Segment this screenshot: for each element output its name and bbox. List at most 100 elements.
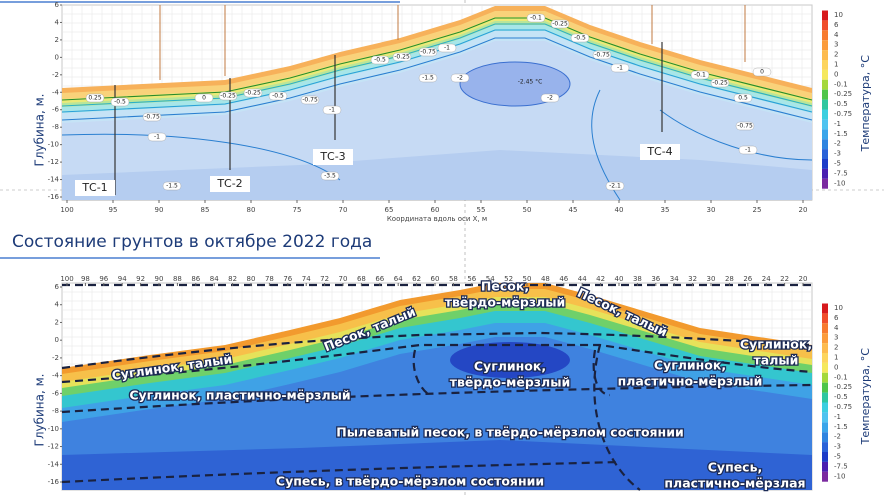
contour-tag [540,93,560,103]
layer-label: Суглинок, [654,358,726,373]
contour-tag [450,73,470,83]
contour-label: -1 [329,107,335,114]
legend-label: -5 [834,453,841,461]
x-tick-label: 70 [339,275,348,283]
x-tick-label: 40 [615,275,624,283]
legend-label: 1 [834,354,838,362]
y-tick-label: 2 [55,36,59,44]
legend-swatch [822,313,828,324]
legend-label: -0.5 [834,100,848,108]
legend-label: 2 [834,344,838,352]
contour [61,23,813,107]
legend-label: 0 [834,363,838,371]
x-tick-label: 20 [799,275,808,283]
y-tick-label: -6 [52,389,60,397]
contour-label: -0.1 [694,72,706,79]
cold-core [450,342,570,378]
legend-label: -0.25 [834,383,852,391]
legend-swatch [822,79,828,90]
x-tick-label: 88 [173,275,182,283]
legend-swatch [822,353,828,363]
x-tick-label: 82 [228,275,237,283]
legend-swatch [822,40,828,51]
legend-label: 6 [834,314,839,322]
contour-label: -0.5 [272,93,284,100]
contour-label: 0 [202,95,206,102]
contour-label: -0.5 [114,99,126,106]
contour-tag [162,181,182,191]
contour-label: -0.25 [245,90,261,97]
contour-tag [300,95,320,105]
layer-label: пластично-мёрзлый [618,374,763,389]
x-tick-label: 90 [155,275,164,283]
contour-label: -2 [547,95,553,102]
y-tick-label: -10 [48,141,59,149]
legend-label: 10 [834,11,843,19]
legend-swatch [822,402,828,413]
contour-label: -0.5 [374,57,386,64]
x-tick-label: 54 [486,275,495,283]
contour-label: -0.75 [302,97,318,104]
x-tick-label: 94 [118,275,127,283]
y-tick-label: -16 [48,478,60,486]
contour-tag [550,19,570,29]
legend-swatch [822,333,828,344]
legend-swatch [822,452,828,462]
borehole-tag [75,180,115,196]
y-tick-label: 6 [55,1,60,9]
x-tick-label: 30 [707,275,716,283]
contour-label: -1.5 [166,183,178,190]
x-tick-label: 80 [247,206,256,214]
y-tick-label: -2 [52,71,59,79]
contour-label: -1 [617,65,623,72]
contour-label: -0.75 [737,123,753,130]
contour-tag [605,181,625,191]
legend-label: -0.5 [834,393,848,401]
x-tick-label: 36 [651,275,660,283]
legend-label: 0 [834,70,838,78]
contour-label: 0 [760,69,764,76]
y-tick-label: 6 [55,283,60,291]
legend-swatch [822,50,828,60]
y-tick-label: -12 [48,443,59,451]
y-axis-label: Глубина, м. [33,374,47,447]
x-tick-label: 22 [780,275,789,283]
y-tick-label: -16 [48,193,60,201]
legend-swatch [822,432,828,443]
contour-label: -0.75 [420,49,436,56]
x-tick-label: 74 [302,275,311,283]
legend-label: -2 [834,433,841,441]
contour-tag [418,73,438,83]
legend-swatch [822,60,828,70]
x-tick-label: 30 [707,206,716,214]
layer-boundary [412,349,611,397]
contour-label: 0.5 [738,95,748,102]
y-axis-label: Глубина, м. [33,94,47,167]
y-tick-label: -8 [52,123,59,131]
contour-tag [110,97,130,107]
legend-swatch [822,99,828,110]
contour-label: -0.75 [594,52,610,59]
legend-label: -3 [834,443,841,451]
x-tick-label: 28 [725,275,734,283]
borehole-label: ТС-3 [319,150,345,163]
legend-swatch [822,89,828,100]
legend-swatch [822,343,828,353]
x-tick-label: 48 [541,275,550,283]
x-tick-label: 35 [661,206,670,214]
legend-title: Температура, °C [859,55,872,153]
borehole-label: ТС-2 [216,177,242,190]
legend-label: -1 [834,413,841,421]
contour-tag [218,91,238,101]
y-tick-label: -14 [48,176,60,184]
borehole-label: ТС-4 [646,145,672,158]
x-tick-label: 75 [293,206,302,214]
legend-swatch [822,178,828,189]
layer-label: Песок, [481,279,529,294]
legend-swatch [822,149,828,159]
y-tick-label: -10 [48,425,59,433]
x-tick-label: 96 [99,275,108,283]
legend-label: 4 [834,31,839,39]
x-tick-label: 100 [60,275,73,283]
x-tick-label: 86 [191,275,200,283]
